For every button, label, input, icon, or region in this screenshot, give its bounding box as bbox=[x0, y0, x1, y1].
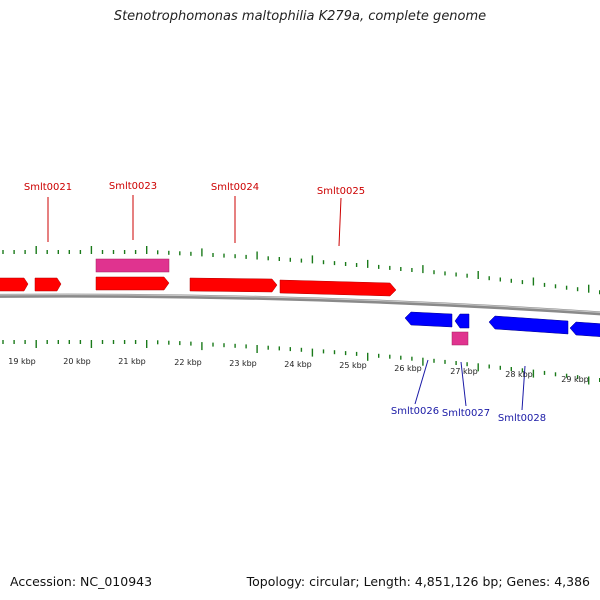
gene-reverse-smlt0027[interactable] bbox=[454, 313, 470, 329]
scale-label: 29 kbp bbox=[561, 375, 589, 384]
genome-backbone-highlight bbox=[0, 294, 600, 313]
rna-gene-smlt0023[interactable] bbox=[95, 258, 170, 273]
inner-tick-marks bbox=[2, 340, 600, 385]
gene-forward-smlt0023[interactable] bbox=[95, 276, 170, 291]
forward-strand-genes bbox=[0, 276, 397, 297]
scale-label: 21 kbp bbox=[118, 357, 146, 366]
gene-reverse-smlt0028[interactable] bbox=[488, 315, 569, 335]
gene-forward-smlt0025[interactable] bbox=[279, 279, 397, 297]
reverse-gene-labels: Smlt0026 Smlt0027 Smlt0028 bbox=[391, 359, 546, 424]
label-smlt0025[interactable]: Smlt0025 bbox=[317, 186, 365, 197]
gene-forward-smlt0021[interactable] bbox=[34, 277, 62, 292]
scale-label: 24 kbp bbox=[284, 360, 312, 369]
label-smlt0023[interactable]: Smlt0023 bbox=[109, 181, 157, 192]
reverse-strand-genes bbox=[404, 311, 600, 337]
label-smlt0021[interactable]: Smlt0021 bbox=[24, 182, 72, 193]
scale-labels: 19 kbp 20 kbp 21 kbp 22 kbp 23 kbp 24 kb… bbox=[8, 357, 589, 384]
label-smlt0028[interactable]: Smlt0028 bbox=[498, 413, 546, 424]
label-smlt0027[interactable]: Smlt0027 bbox=[442, 408, 490, 419]
scale-label: 25 kbp bbox=[339, 361, 367, 370]
genome-backbone bbox=[0, 293, 600, 316]
outer-tick-marks bbox=[2, 246, 600, 295]
scale-label: 22 kbp bbox=[174, 358, 202, 367]
gene-reverse-smlt0026[interactable] bbox=[404, 311, 453, 328]
rna-gene-smlt0027[interactable] bbox=[451, 331, 469, 346]
gene-reverse[interactable] bbox=[569, 321, 600, 337]
forward-gene-labels: Smlt0021 Smlt0023 Smlt0024 Smlt0025 bbox=[24, 181, 365, 247]
scale-label: 20 kbp bbox=[63, 357, 91, 366]
label-smlt0024[interactable]: Smlt0024 bbox=[211, 182, 259, 193]
genome-summary-text: Topology: circular; Length: 4,851,126 bp… bbox=[246, 574, 590, 589]
scale-label: 27 kbp bbox=[450, 367, 478, 376]
gene-forward-smlt0024[interactable] bbox=[189, 277, 278, 293]
accession-text: Accession: NC_010943 bbox=[10, 574, 153, 589]
gene-forward[interactable] bbox=[0, 277, 29, 292]
map-title: Stenotrophomonas maltophilia K279a, comp… bbox=[113, 9, 487, 24]
scale-label: 23 kbp bbox=[229, 359, 257, 368]
scale-label: 28 kbp bbox=[505, 370, 533, 379]
scale-label: 26 kbp bbox=[394, 364, 422, 373]
scale-label: 19 kbp bbox=[8, 357, 36, 366]
label-smlt0026[interactable]: Smlt0026 bbox=[391, 406, 439, 417]
